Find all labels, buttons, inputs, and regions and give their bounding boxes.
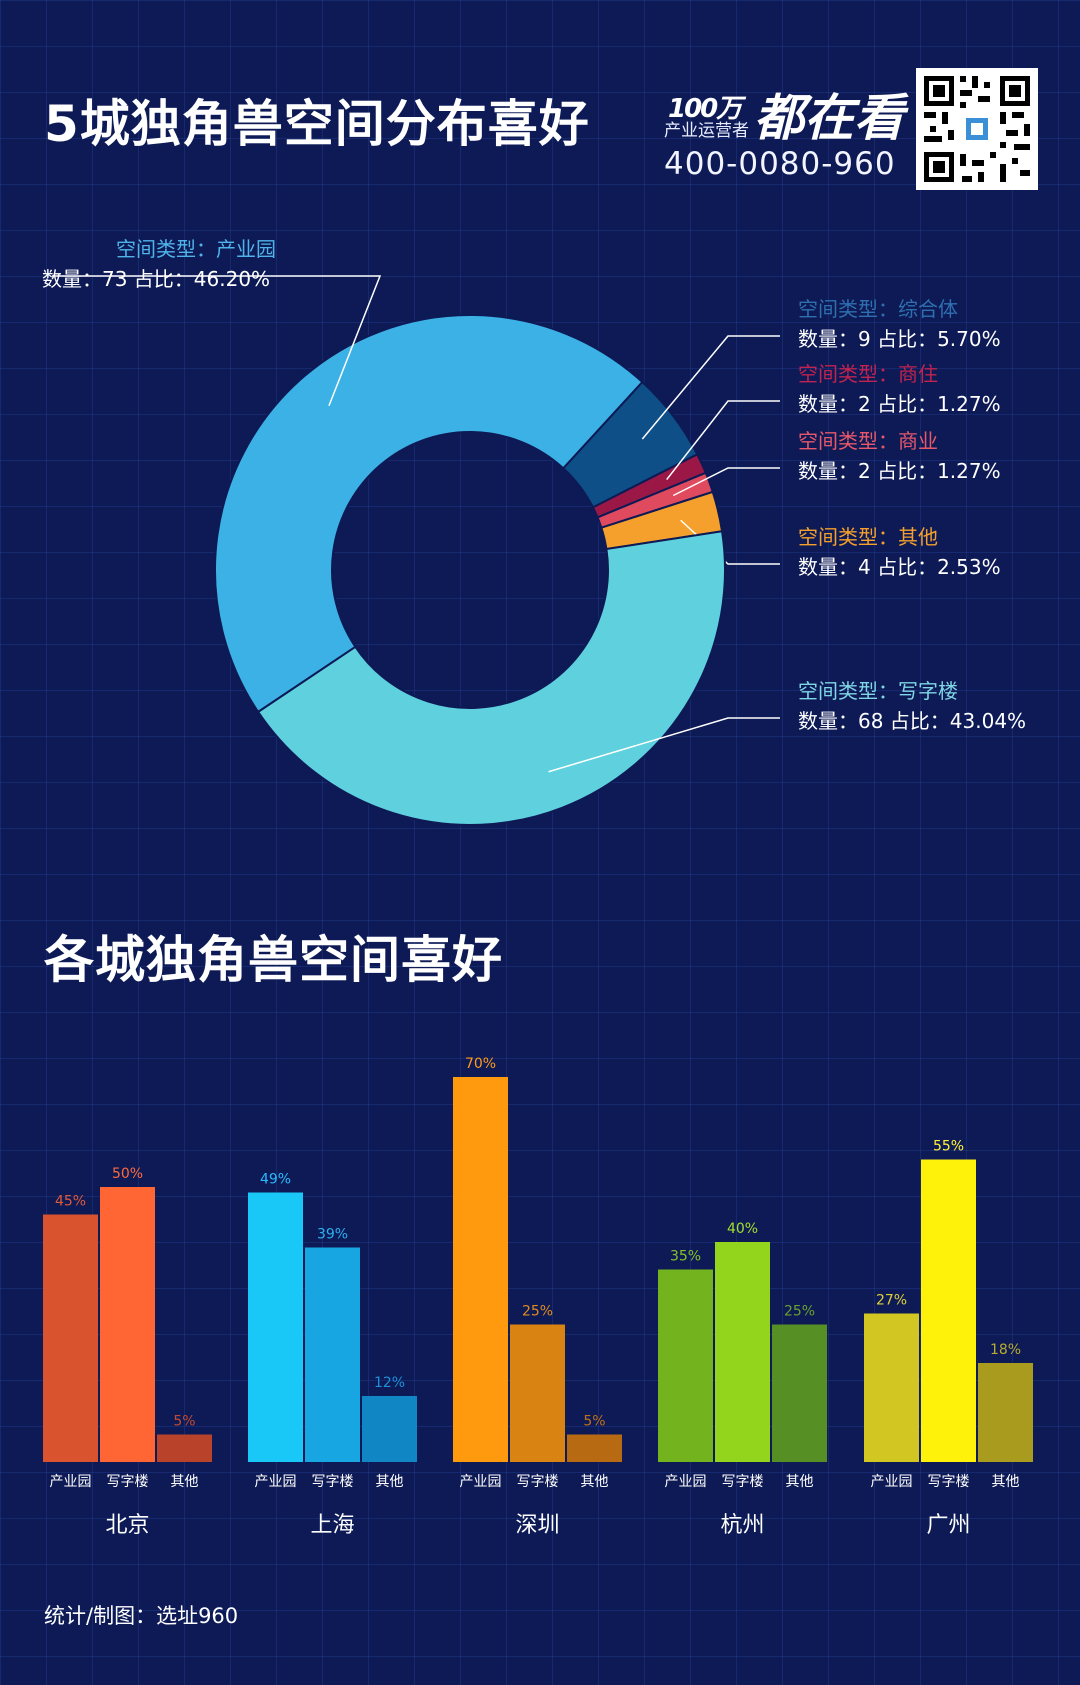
bar-广州-产业园 bbox=[864, 1313, 919, 1462]
bar-category-label: 其他 bbox=[992, 1474, 1020, 1490]
city-label: 广州 bbox=[926, 1513, 970, 1538]
bar-上海-产业园 bbox=[248, 1192, 303, 1462]
bar-value-label: 18% bbox=[990, 1342, 1021, 1358]
bar-category-label: 产业园 bbox=[50, 1474, 92, 1490]
bar-上海-写字楼 bbox=[305, 1247, 360, 1462]
donut-callout-stats: 数量：4 占比：2.53% bbox=[798, 555, 1001, 579]
city-label: 杭州 bbox=[720, 1513, 764, 1538]
donut-leader-line bbox=[548, 717, 780, 773]
bar-value-label: 50% bbox=[112, 1166, 143, 1182]
city-label: 上海 bbox=[310, 1513, 354, 1538]
bar-category-label: 其他 bbox=[581, 1474, 609, 1490]
bar-category-label: 产业园 bbox=[665, 1474, 707, 1490]
donut-callout: 空间类型：综合体数量：9 占比：5.70% bbox=[798, 294, 1001, 354]
bar-category-label: 写字楼 bbox=[107, 1474, 149, 1490]
bar-value-label: 39% bbox=[317, 1227, 348, 1243]
brand-tagline: 产业运营者 bbox=[664, 121, 749, 141]
bar-value-label: 25% bbox=[784, 1304, 815, 1320]
bar-杭州-产业园 bbox=[658, 1269, 713, 1462]
bar-category-label: 写字楼 bbox=[517, 1474, 559, 1490]
bar-北京-产业园 bbox=[43, 1214, 98, 1462]
donut-callout-type: 空间类型：商住 bbox=[798, 362, 938, 386]
bar-广州-其他 bbox=[978, 1363, 1033, 1462]
donut-callout-type: 空间类型：综合体 bbox=[798, 297, 958, 321]
donut-leader-line bbox=[666, 400, 780, 481]
bar-category-label: 其他 bbox=[376, 1474, 404, 1490]
bar-category-label: 产业园 bbox=[871, 1474, 913, 1490]
bar-广州-写字楼 bbox=[921, 1159, 976, 1462]
brand-slogan: 都在看 bbox=[754, 88, 904, 147]
donut-callout-type: 空间类型：产业园 bbox=[116, 237, 276, 261]
donut-slice-写字楼 bbox=[256, 530, 726, 826]
bar-value-label: 5% bbox=[173, 1414, 195, 1430]
donut-callout-stats: 数量：9 占比：5.70% bbox=[798, 327, 1001, 351]
bar-value-label: 12% bbox=[374, 1375, 405, 1391]
qr-code-icon[interactable] bbox=[916, 68, 1038, 190]
bar-value-label: 27% bbox=[876, 1293, 907, 1309]
donut-callout-stats: 数量：2 占比：1.27% bbox=[798, 392, 1001, 416]
bar-深圳-写字楼 bbox=[510, 1324, 565, 1462]
brand-logo: 100万 bbox=[668, 94, 742, 124]
donut-callout-stats: 数量：73 占比：46.20% bbox=[42, 267, 271, 291]
city-label: 北京 bbox=[105, 1513, 149, 1538]
donut-callout: 空间类型：其他数量：4 占比：2.53% bbox=[798, 522, 1001, 582]
donut-callout: 空间类型：产业园数量：73 占比：46.20% bbox=[42, 234, 276, 294]
section-title-cities: 各城独角兽空间喜好 bbox=[44, 931, 503, 989]
bar-category-label: 写字楼 bbox=[312, 1474, 354, 1490]
bar-category-label: 写字楼 bbox=[928, 1474, 970, 1490]
bar-深圳-其他 bbox=[567, 1434, 622, 1462]
bar-category-label: 产业园 bbox=[255, 1474, 297, 1490]
donut-callout: 空间类型：写字楼数量：68 占比：43.04% bbox=[798, 676, 1026, 736]
bar-value-label: 5% bbox=[583, 1414, 605, 1430]
donut-leader-line bbox=[52, 275, 382, 407]
footer-credit: 统计/制图：选址960 bbox=[44, 1604, 239, 1628]
bar-北京-写字楼 bbox=[100, 1187, 155, 1462]
bar-value-label: 25% bbox=[522, 1304, 553, 1320]
page-title: 5城独角兽空间分布喜好 bbox=[44, 95, 590, 153]
bar-category-label: 产业园 bbox=[460, 1474, 502, 1490]
bar-杭州-其他 bbox=[772, 1324, 827, 1462]
bar-深圳-产业园 bbox=[453, 1077, 508, 1462]
bar-category-label: 写字楼 bbox=[722, 1474, 764, 1490]
bar-杭州-写字楼 bbox=[715, 1242, 770, 1462]
donut-callout: 空间类型：商住数量：2 占比：1.27% bbox=[798, 359, 1001, 419]
donut-slice-产业园 bbox=[214, 314, 644, 714]
bar-value-label: 70% bbox=[465, 1056, 496, 1072]
bar-category-label: 其他 bbox=[171, 1474, 199, 1490]
donut-callout-type: 空间类型：写字楼 bbox=[798, 679, 958, 703]
donut-chart bbox=[52, 275, 780, 826]
bar-value-label: 49% bbox=[260, 1172, 291, 1188]
donut-callout: 空间类型：商业数量：2 占比：1.27% bbox=[798, 426, 1001, 486]
donut-callout-stats: 数量：68 占比：43.04% bbox=[798, 709, 1027, 733]
donut-callout-stats: 数量：2 占比：1.27% bbox=[798, 459, 1001, 483]
donut-leader-line bbox=[641, 335, 780, 440]
donut-leader-line bbox=[672, 467, 780, 497]
donut-callout-type: 空间类型：其他 bbox=[798, 525, 938, 549]
city-label: 深圳 bbox=[515, 1513, 559, 1538]
bar-value-label: 40% bbox=[727, 1221, 758, 1237]
bar-value-label: 55% bbox=[933, 1139, 964, 1155]
brand-phone: 400-0080-960 bbox=[664, 146, 896, 182]
bar-上海-其他 bbox=[362, 1396, 417, 1462]
donut-callout-type: 空间类型：商业 bbox=[798, 429, 938, 453]
bar-北京-其他 bbox=[157, 1434, 212, 1462]
bar-category-label: 其他 bbox=[786, 1474, 814, 1490]
brand-block: 100万 产业运营者 都在看 400-0080-960 bbox=[664, 76, 914, 186]
bar-value-label: 35% bbox=[670, 1249, 701, 1265]
bar-value-label: 45% bbox=[55, 1194, 86, 1210]
